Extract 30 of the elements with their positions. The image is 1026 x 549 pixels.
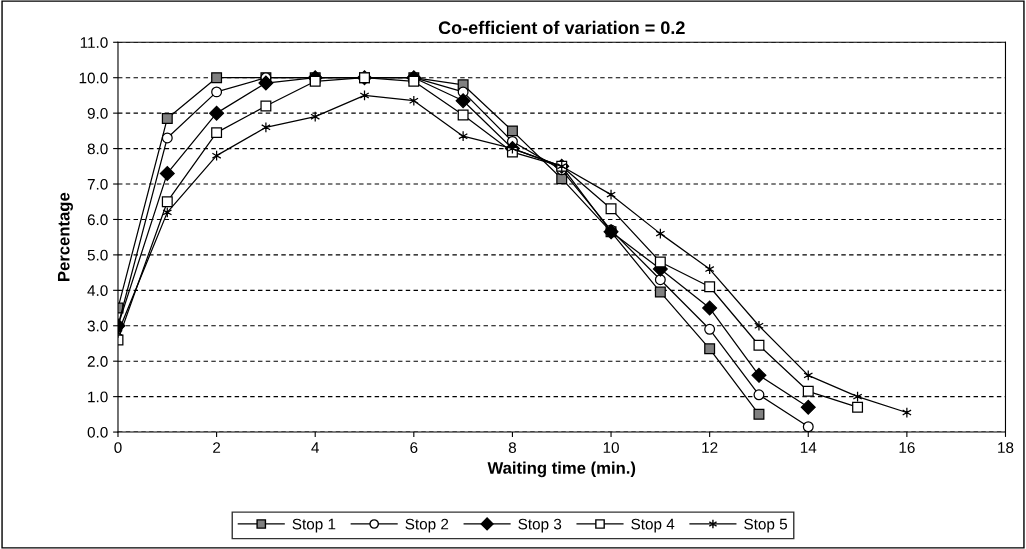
x-tick-label: 14	[800, 442, 817, 453]
x-tick-label: 2	[213, 442, 221, 453]
legend-label: Stop 1	[292, 518, 336, 533]
y-tick-label: 6.0	[87, 214, 108, 226]
y-axis-title: Percentage	[57, 192, 73, 281]
y-tick-label: 7.0	[87, 178, 108, 190]
x-axis-title: Waiting time (min.)	[487, 461, 636, 478]
y-tick-label: 10.0	[79, 72, 108, 84]
x-tick-label: 12	[702, 442, 718, 453]
legend-label: Stop 3	[518, 518, 562, 533]
y-tick-label: 11.0	[80, 37, 108, 48]
x-tick-label: 8	[508, 442, 517, 454]
y-tick-label: 8.0	[87, 143, 108, 155]
legend-label: Stop 5	[744, 518, 788, 533]
x-tick-label: 4	[311, 442, 320, 453]
y-tick-label: 1.0	[88, 391, 108, 403]
x-tick-label: 6	[410, 442, 418, 454]
y-tick-label: 5.0	[87, 249, 108, 261]
chart-title: Co-efficient of variation = 0.2	[438, 20, 685, 35]
x-tick-label: 10	[603, 442, 619, 454]
x-tick-label: 18	[998, 442, 1014, 454]
y-tick-label: 2.0	[87, 356, 108, 367]
legend-label: Stop 4	[631, 518, 675, 533]
x-tick-label: 0	[114, 442, 122, 454]
y-tick-label: 3.0	[87, 320, 108, 332]
y-tick-label: 0.0	[87, 426, 108, 438]
y-tick-label: 9.0	[87, 108, 108, 119]
x-tick-label: 16	[899, 442, 915, 454]
legend-label: Stop 2	[405, 518, 449, 533]
y-tick-label: 4.0	[87, 285, 108, 297]
